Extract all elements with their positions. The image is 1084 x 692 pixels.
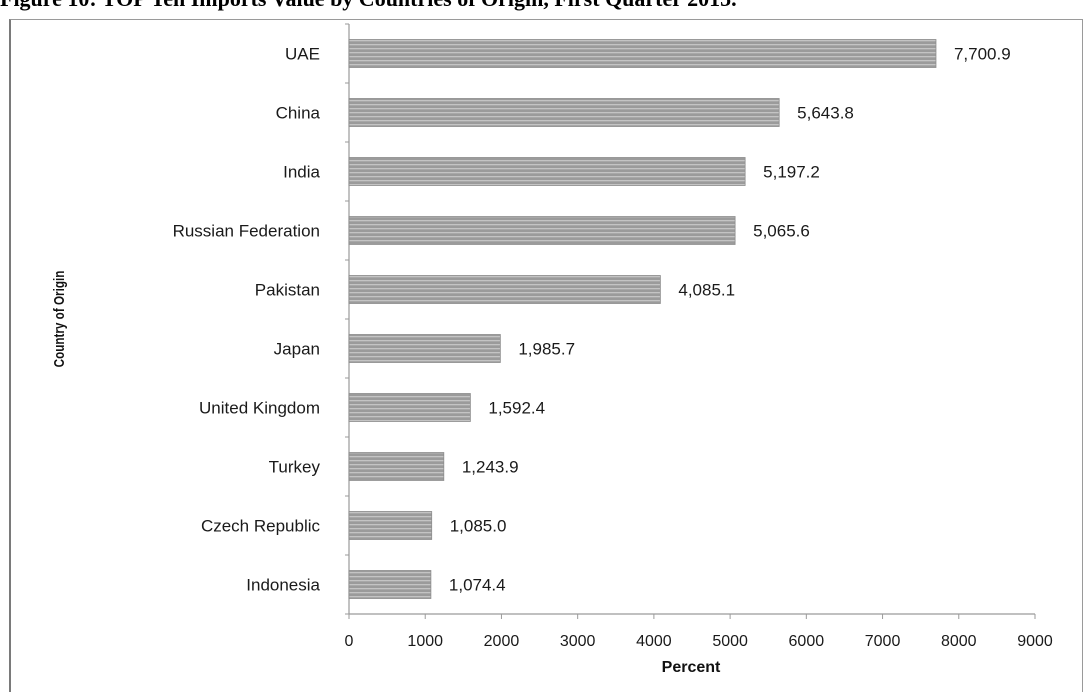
x-tick-label: 5000 (712, 633, 748, 650)
chart-title: Figure 10: TOP Ten Imports Value by Coun… (0, 0, 1084, 11)
category-label: India (283, 163, 320, 182)
data-label: 1,074.4 (449, 576, 506, 595)
bar (348, 452, 445, 481)
y-axis-title: Country of Origin (51, 271, 68, 368)
data-label: 1,085.0 (450, 517, 507, 536)
x-tick-label: 4000 (636, 633, 672, 650)
bar (348, 98, 780, 127)
data-label: 4,085.1 (678, 281, 735, 300)
data-label: 5,197.2 (763, 163, 820, 182)
x-tick-label: 3000 (560, 633, 596, 650)
category-label: China (276, 104, 321, 123)
bar (348, 393, 471, 422)
x-tick-label: 9000 (1017, 633, 1053, 650)
bar (348, 570, 432, 599)
category-label: United Kingdom (199, 399, 320, 418)
bar (348, 334, 501, 363)
bar (348, 39, 937, 68)
data-label: 5,065.6 (753, 222, 810, 241)
x-axis-title: Percent (662, 659, 721, 676)
data-label: 1,985.7 (518, 340, 575, 359)
data-label: 1,592.4 (488, 399, 545, 418)
category-label: Turkey (269, 458, 321, 477)
data-label: 1,243.9 (462, 458, 519, 477)
bars (348, 39, 937, 599)
category-label: Czech Republic (201, 517, 321, 536)
data-label: 5,643.8 (797, 104, 854, 123)
x-tick-label: 1000 (407, 633, 443, 650)
x-tick-label: 0 (345, 633, 354, 650)
x-tick-label: 2000 (484, 633, 520, 650)
chart-frame (9, 19, 1083, 692)
x-tick-label: 6000 (789, 633, 825, 650)
bar (348, 511, 433, 540)
bar (348, 216, 736, 245)
bar (348, 275, 661, 304)
category-label: Russian Federation (173, 222, 320, 241)
category-label: Indonesia (246, 576, 320, 595)
data-label: 7,700.9 (954, 45, 1011, 64)
x-tick-label: 7000 (865, 633, 901, 650)
category-label: Japan (274, 340, 320, 359)
labels: 0 1000 2000 3000 4000 5000 6000 7000 8000 9000 UAE… (173, 45, 1053, 651)
category-label: Pakistan (255, 281, 320, 300)
category-label: UAE (285, 45, 320, 64)
bar (348, 157, 746, 186)
x-tick-label: 8000 (941, 633, 977, 650)
